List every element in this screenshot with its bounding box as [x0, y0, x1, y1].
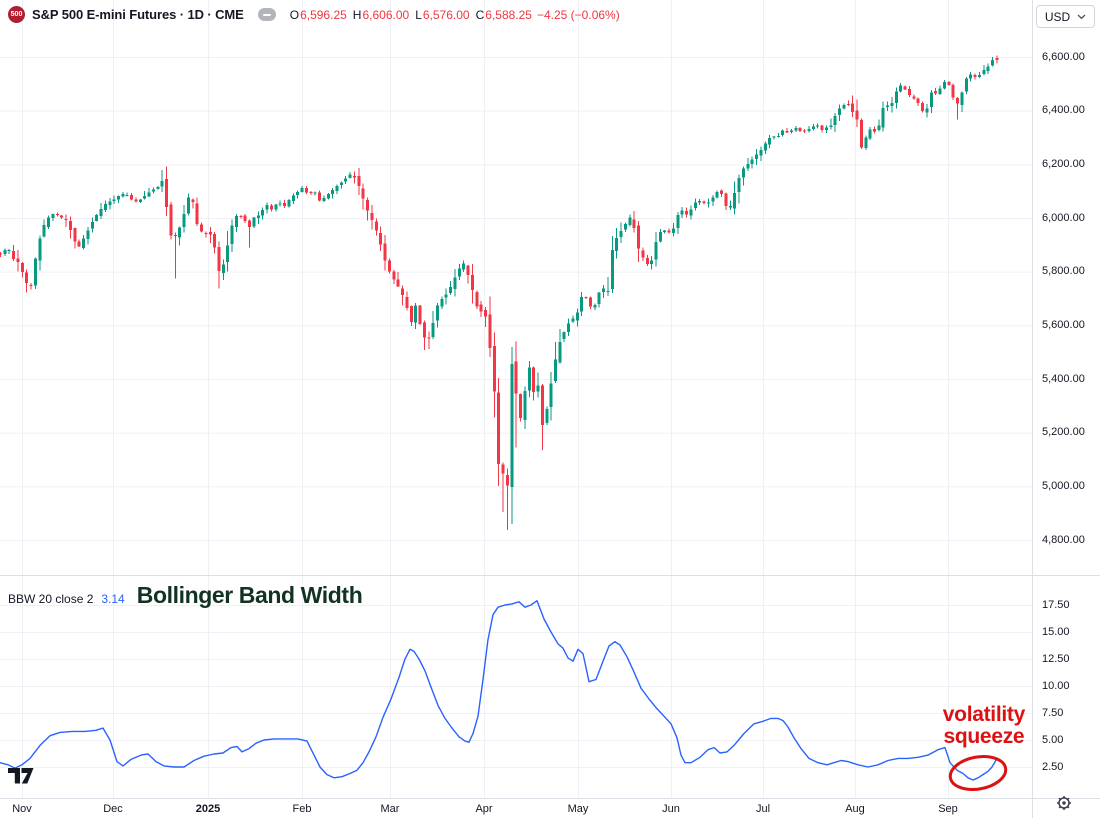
indicator-name[interactable]: BBW 20 close 2	[8, 592, 94, 606]
time-tick-label: Sep	[938, 803, 958, 815]
symbol-header: 500 S&P 500 E-mini Futures · 1D · CME O …	[8, 6, 620, 23]
time-tick-label: Jul	[755, 803, 771, 815]
indicator-value: 3.14	[101, 592, 125, 606]
time-tick-label: Apr	[475, 803, 493, 815]
low-label: L	[415, 7, 422, 22]
bbw-tick-label: 12.50	[1042, 652, 1070, 665]
annotation-line-2: squeeze	[943, 725, 1025, 748]
currency-label: USD	[1044, 9, 1071, 24]
high-value: 6,606.00	[362, 7, 410, 22]
time-tick-label: May	[567, 803, 589, 815]
price-tick-label: 6,600.00	[1042, 50, 1085, 63]
high-label: H	[352, 7, 362, 22]
indicator-header: BBW 20 close 2 3.14 Bollinger Band Width	[8, 582, 363, 609]
price-tick-label: 5,600.00	[1042, 318, 1085, 331]
price-tick-label: 5,400.00	[1042, 372, 1085, 385]
open-label: O	[289, 7, 300, 22]
ohlc-readout: O 6,596.25 H 6,606.00 L 6,576.00 C 6,588…	[290, 8, 620, 22]
indicator-title-text: Bollinger Band Width	[136, 582, 363, 608]
price-tick-label: 4,800.00	[1042, 533, 1085, 546]
time-tick-label: Jun	[662, 803, 680, 815]
close-label: C	[475, 7, 485, 22]
price-tick-label: 6,200.00	[1042, 157, 1085, 170]
open-value: 6,596.25	[300, 7, 347, 22]
chevron-down-icon	[1077, 14, 1086, 19]
close-value: 6,588.25	[485, 7, 532, 22]
minus-icon	[262, 13, 271, 16]
time-tick-label: Aug	[845, 803, 865, 815]
low-value: 6,576.00	[422, 7, 470, 22]
volatility-squeeze-annotation: volatility squeeze	[942, 703, 1026, 748]
price-tick-label: 5,200.00	[1042, 426, 1085, 439]
time-tick-label: 2025	[195, 803, 221, 815]
hide-indicator-button[interactable]	[257, 8, 276, 21]
price-tick-label: 5,800.00	[1042, 265, 1085, 278]
settings-gear-icon[interactable]	[1056, 795, 1072, 816]
currency-dropdown[interactable]: USD	[1036, 5, 1095, 28]
time-tick-label: Dec	[103, 803, 123, 815]
time-tick-label: Nov	[12, 803, 32, 815]
bbw-tick-label: 2.50	[1042, 760, 1064, 773]
bbw-tick-label: 17.50	[1042, 598, 1070, 611]
bbw-tick-label: 10.00	[1042, 679, 1070, 692]
sp500-logo-icon: 500	[8, 6, 25, 23]
bbw-tick-label: 15.00	[1042, 625, 1070, 638]
annotation-line-1: volatility	[942, 703, 1026, 726]
time-tick-label: Feb	[292, 803, 312, 815]
change-value: −4.25 (−0.06%)	[536, 7, 620, 22]
bbw-tick-label: 7.50	[1042, 706, 1064, 719]
symbol-title[interactable]: S&P 500 E-mini Futures · 1D · CME	[32, 7, 244, 22]
bbw-tick-label: 5.00	[1042, 733, 1064, 746]
price-tick-label: 5,000.00	[1042, 479, 1085, 492]
price-tick-label: 6,400.00	[1042, 104, 1085, 117]
price-tick-label: 6,000.00	[1042, 211, 1085, 224]
tradingview-logo-icon[interactable]	[8, 768, 34, 789]
time-tick-label: Mar	[380, 803, 400, 815]
